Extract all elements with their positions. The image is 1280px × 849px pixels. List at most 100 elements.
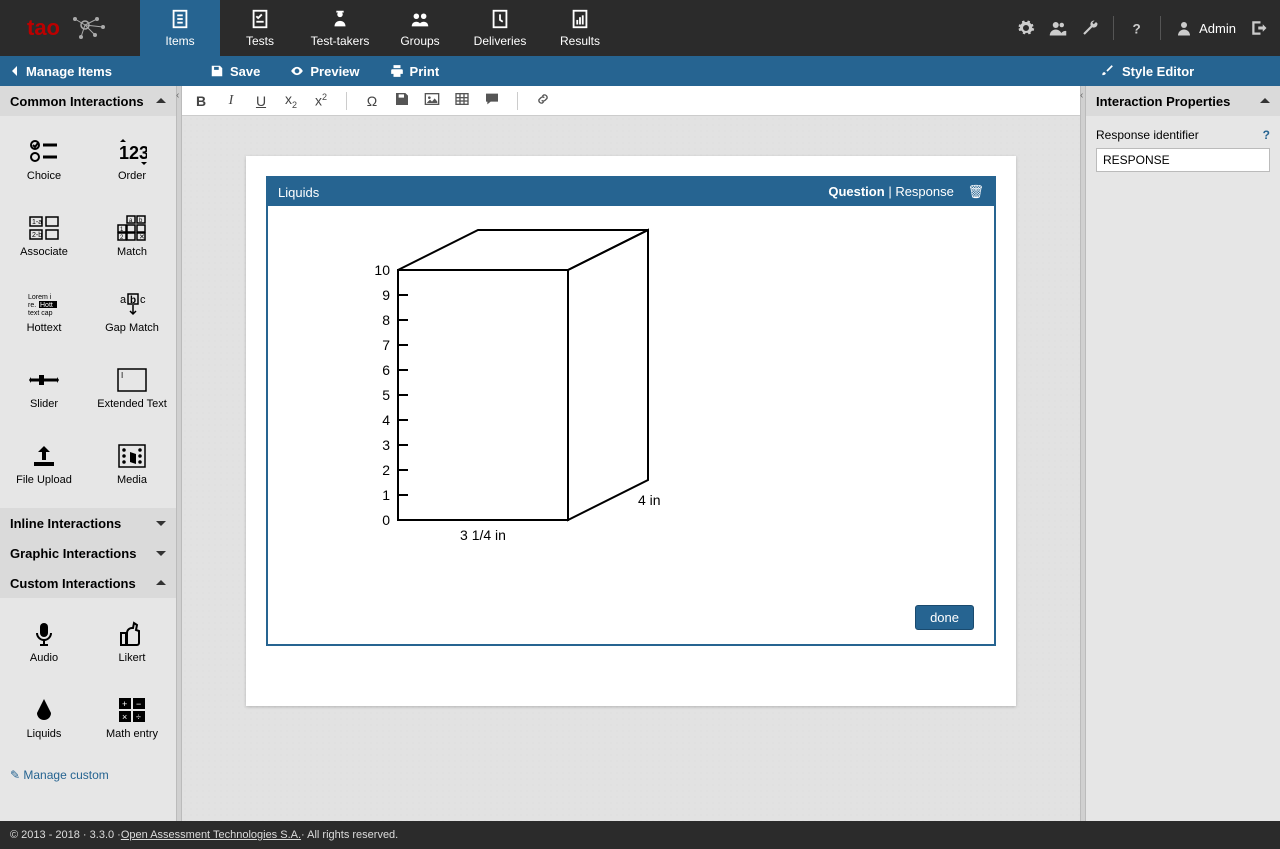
done-button[interactable]: done [915,605,974,630]
admin-menu[interactable]: Admin [1175,19,1236,37]
order-icon: 123 [116,138,148,166]
nav-tab-items[interactable]: Items [140,0,220,56]
tool-file-upload[interactable]: File Upload [0,426,88,502]
tool-hottext[interactable]: Lorem ire.Hotttext capHottext [0,274,88,350]
manage-custom-link[interactable]: ✎ Manage custom [0,762,176,788]
svg-text:3 1/4 in: 3 1/4 in [460,527,506,543]
tool-gap-match[interactable]: abcGap Match [88,274,176,350]
panel-resize-left[interactable] [176,86,182,821]
chevron-up-icon [156,96,166,106]
nav-tab-groups[interactable]: Groups [380,0,460,56]
properties-panel: Interaction Properties Response identifi… [1086,86,1280,821]
svg-text:4: 4 [382,412,390,428]
help-icon[interactable]: ? [1128,19,1146,37]
settings-icon[interactable] [1017,19,1035,37]
footer-org-link[interactable]: Open Assessment Technologies S.A. [121,829,301,841]
interaction-title: Liquids [278,185,319,200]
print-icon [390,64,404,78]
tool-extended-text[interactable]: IExtended Text [88,350,176,426]
tool-order[interactable]: 123Order [88,122,176,198]
svg-text:123: 123 [119,143,147,163]
svg-text:1-a: 1-a [32,219,42,226]
panel-resize-right[interactable] [1080,86,1086,821]
bold-button[interactable]: B [192,93,210,109]
tool-choice[interactable]: Choice [0,122,88,198]
response-id-input[interactable] [1096,148,1270,172]
back-manage-items[interactable]: Manage Items [0,56,194,86]
logout-icon[interactable] [1250,19,1268,37]
svg-text:4 in: 4 in [638,492,661,508]
logo[interactable]: tao [0,0,140,56]
save-button[interactable]: Save [210,64,260,79]
delete-interaction-icon[interactable]: 🗑 [967,184,984,199]
style-editor-button[interactable]: Style Editor [1086,56,1280,86]
nav-tab-testtakers[interactable]: Test-takers [300,0,380,56]
action-bar: Manage Items Save Preview Print Style Ed… [0,56,1280,86]
liquids-cube-diagram[interactable]: 1098765432103 1/4 in4 in [288,220,728,590]
users-icon[interactable] [1049,19,1067,37]
tool-audio[interactable]: Audio [0,604,88,680]
svg-text:+: + [122,699,127,709]
question-tab[interactable]: Question [828,184,884,199]
groups-icon [409,8,431,30]
svg-text:÷: ÷ [136,712,141,722]
top-navbar: tao ItemsTestsTest-takersGroupsDeliverie… [0,0,1280,56]
svg-text:c: c [140,294,146,306]
link-button[interactable] [534,91,552,110]
svg-text:5: 5 [382,387,390,403]
print-button[interactable]: Print [390,64,440,79]
chevron-down-icon [156,548,166,558]
response-tab[interactable]: Response [895,184,954,199]
tool-math-entry[interactable]: +−×÷Math entry [88,680,176,756]
response-id-help-icon[interactable]: ? [1263,128,1270,142]
svg-text:text cap: text cap [28,310,53,317]
extended-text-icon: I [116,366,148,394]
tool-media[interactable]: Media [88,426,176,502]
preview-button[interactable]: Preview [290,64,359,79]
section-inline-interactions[interactable]: Inline Interactions [0,508,176,538]
image-button[interactable] [423,91,441,110]
chevron-up-icon [1260,96,1270,106]
tool-match[interactable]: ab12✕Match [88,198,176,274]
test-takers-icon [329,8,351,30]
section-interaction-properties[interactable]: Interaction Properties [1086,86,1280,116]
omega-button[interactable]: Ω [363,93,381,109]
nav-tab-tests[interactable]: Tests [220,0,300,56]
tool-associate[interactable]: 1-a2-bAssociate [0,198,88,274]
tool-liquids[interactable]: Liquids [0,680,88,756]
subscript-button[interactable]: x2 [282,91,300,110]
insert-save-icon[interactable] [393,91,411,110]
format-toolbar: B I U x2 x2 Ω [182,86,1080,116]
svg-text:I: I [121,371,123,380]
svg-text:tao: tao [27,15,60,40]
user-icon [1175,19,1193,37]
section-graphic-interactions[interactable]: Graphic Interactions [0,538,176,568]
section-common-interactions[interactable]: Common Interactions [0,86,176,116]
table-button[interactable] [453,91,471,110]
nav-tab-results[interactable]: Results [540,0,620,56]
slider-icon [28,366,60,394]
chevron-down-icon [156,518,166,528]
tool-slider[interactable]: Slider [0,350,88,426]
superscript-button[interactable]: x2 [312,92,330,109]
choice-icon [28,138,60,166]
item-canvas[interactable]: Liquids Question | Response 🗑 1098765432… [246,156,1016,706]
underline-button[interactable]: U [252,93,270,109]
footer: © 2013 - 2018 · 3.3.0 · Open Assessment … [0,821,1280,849]
tool-likert[interactable]: Likert [88,604,176,680]
brush-icon [1100,64,1114,78]
section-custom-interactions[interactable]: Custom Interactions [0,568,176,598]
svg-text:3: 3 [382,437,390,453]
svg-text:Lorem i: Lorem i [28,294,52,301]
italic-button[interactable]: I [222,93,240,109]
wrench-icon[interactable] [1081,19,1099,37]
math-entry-icon: +−×÷ [116,696,148,724]
comment-button[interactable] [483,91,501,110]
nav-tab-deliveries[interactable]: Deliveries [460,0,540,56]
svg-text:7: 7 [382,337,390,353]
svg-text:re.: re. [28,302,36,309]
svg-text:✕: ✕ [139,234,145,241]
associate-icon: 1-a2-b [28,214,60,242]
interactions-panel: Common Interactions Choice123Order1-a2-b… [0,86,176,821]
response-id-label: Response identifier [1096,128,1199,142]
